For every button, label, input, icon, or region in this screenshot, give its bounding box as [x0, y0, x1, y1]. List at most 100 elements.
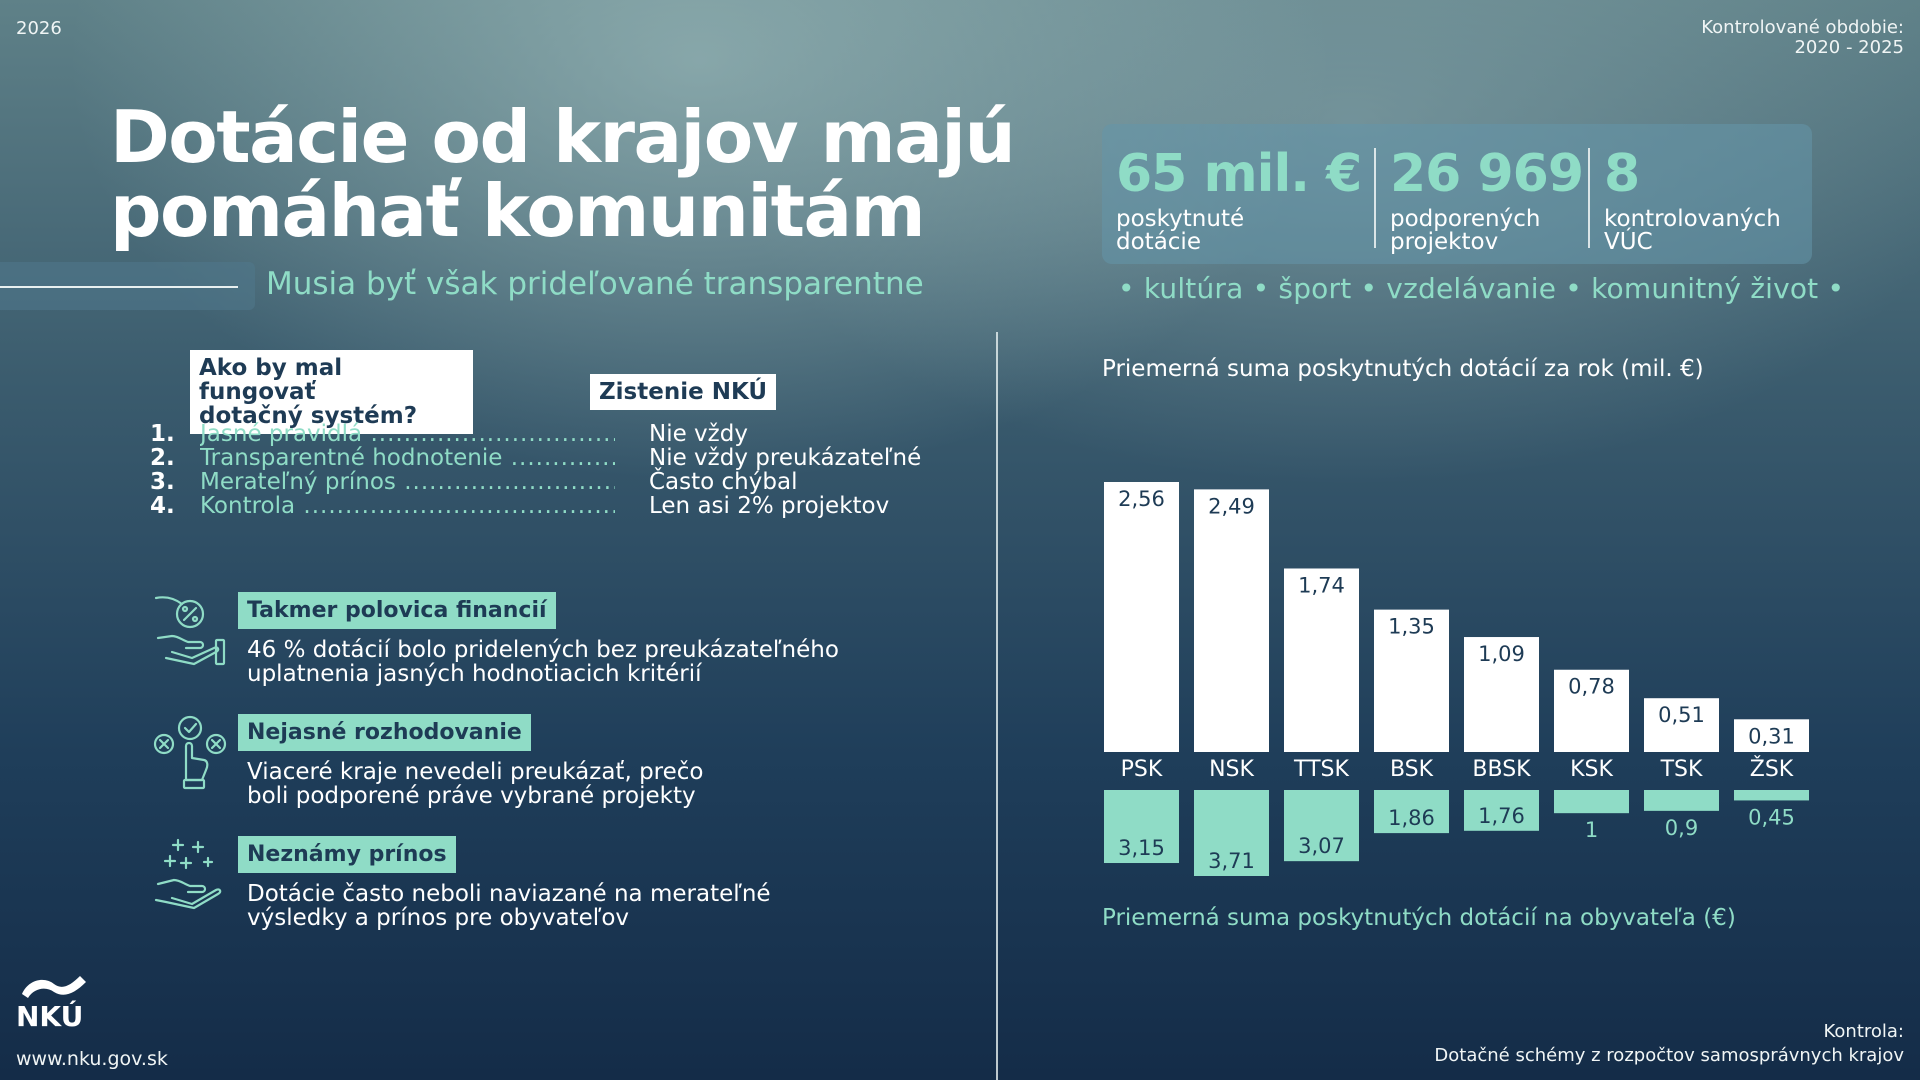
stats-panel: 65 mil. € poskytnuté dotácie 26 969 podp…: [1102, 124, 1812, 264]
data-label-per-capita: 1: [1585, 818, 1598, 842]
topics-list: • kultúra • šport • vzdelávanie • komuni…: [1118, 272, 1845, 305]
rule-text: Transparentné hodnotenie: [200, 446, 615, 470]
control-period: Kontrolované obdobie: 2020 - 2025: [1701, 18, 1904, 58]
category-label: PSK: [1121, 757, 1163, 782]
finding-card: Takmer polovica financií 46 % dotácií bo…: [152, 592, 932, 702]
control-value: Dotačné schémy z rozpočtov samosprávnych…: [1434, 1045, 1904, 1066]
finding-card: Neznámy prínos Dotácie často neboli navi…: [152, 836, 932, 946]
category-label: TTSK: [1293, 757, 1349, 782]
stat-divider: [1588, 148, 1590, 248]
stat-label: poskytnuté dotácie: [1116, 206, 1245, 255]
nku-findings-label: Zistenie NKÚ: [590, 374, 777, 410]
nku-logo: NKÚ: [16, 976, 86, 1030]
data-label-annual: 1,35: [1388, 615, 1435, 639]
rule-text: Merateľný prínos: [200, 470, 615, 494]
list-item: 2. Transparentné hodnotenie Nie vždy pre…: [150, 446, 921, 470]
page-subtitle: Musia byť však prideľované transparentne: [266, 266, 924, 302]
rule-number: 2.: [150, 445, 175, 471]
data-label-annual: 0,78: [1568, 675, 1615, 699]
period-value: 2020 - 2025: [1794, 37, 1904, 58]
year-label: 2026: [16, 18, 62, 39]
section-divider: [996, 332, 998, 1080]
bar-per-capita-bbsk: [1464, 790, 1539, 831]
stat-label: podporených projektov: [1390, 206, 1541, 255]
rule-number: 3.: [150, 469, 175, 495]
hand-percent-icon: [154, 596, 226, 666]
decision-choice-icon: [153, 715, 227, 790]
rule-finding: Často chýbal: [649, 469, 798, 495]
category-label: BSK: [1390, 757, 1434, 782]
stat-regions: 8 kontrolovaných VÚC: [1604, 144, 1781, 254]
finding-heading: Takmer polovica financií: [238, 592, 556, 629]
period-label: Kontrolované obdobie:: [1701, 17, 1904, 38]
data-label-annual: 0,51: [1658, 703, 1705, 727]
stat-label: kontrolovaných VÚC: [1604, 206, 1781, 255]
bar-per-capita-ksk: [1554, 790, 1629, 814]
rule-text: Jasné pravidlá: [200, 422, 615, 446]
data-label-per-capita: 1,76: [1478, 804, 1525, 828]
bar-annual-nsk: [1194, 489, 1269, 752]
data-label-per-capita: 3,07: [1298, 834, 1345, 858]
data-label-per-capita: 0,9: [1665, 816, 1698, 840]
rule-finding: Nie vždy preukázateľné: [649, 445, 922, 471]
bar-per-capita-ttsk: [1284, 790, 1359, 862]
rule-number: 4.: [150, 493, 175, 519]
data-label-annual: 1,74: [1298, 573, 1345, 597]
subtitle-accent-line: [0, 286, 238, 288]
page-title: Dotácie od krajov majú pomáhať komunitám: [110, 95, 1016, 253]
finding-card: Nejasné rozhodovanie Viaceré kraje neved…: [152, 714, 932, 824]
data-label-annual: 2,56: [1118, 487, 1165, 511]
control-label: Kontrola:: [1823, 1021, 1905, 1042]
rule-finding: Nie vždy: [649, 421, 748, 447]
stat-projects: 26 969 podporených projektov: [1390, 144, 1584, 255]
data-label-annual: 1,09: [1478, 642, 1525, 666]
stat-value: 65 mil. €: [1116, 144, 1362, 204]
data-label-per-capita: 3,15: [1118, 836, 1165, 860]
bar-per-capita-bsk: [1374, 790, 1449, 834]
category-label: BBSK: [1472, 757, 1531, 782]
bar-per-capita-tsk: [1644, 790, 1719, 811]
data-label-per-capita: 3,71: [1208, 849, 1255, 873]
category-label: TSK: [1660, 757, 1703, 782]
bar-per-capita-nsk: [1194, 790, 1269, 876]
finding-text: Dotácie často neboli naviazané na merate…: [247, 881, 771, 931]
chart-title: Priemerná suma poskytnutých dotácií za r…: [1102, 356, 1704, 382]
rule-finding: Len asi 2% projektov: [649, 493, 890, 519]
rule-text: Kontrola: [200, 494, 615, 518]
bar-annual-ksk: [1554, 669, 1629, 752]
finding-text: 46 % dotácií bolo pridelených bez preuká…: [247, 637, 839, 687]
category-label: NSK: [1209, 757, 1254, 782]
stat-value: 8: [1604, 144, 1640, 204]
list-item: 1. Jasné pravidlá Nie vždy: [150, 422, 921, 446]
bar-annual-tsk: [1644, 698, 1719, 752]
data-label-per-capita: 1,86: [1388, 806, 1435, 830]
bar-chart: 2,56 PSK 3,15 2,49 NSK 3,71 1,74 TTSK 3,07 1,35 BS…: [1104, 482, 1809, 876]
bar-annual-psk: [1104, 482, 1179, 752]
data-label-annual: 2,49: [1208, 494, 1255, 518]
list-item: 3. Merateľný prínos Často chýbal: [150, 470, 921, 494]
category-label: KSK: [1570, 757, 1613, 782]
bar-per-capita-žsk: [1734, 790, 1809, 801]
stat-divider: [1374, 148, 1376, 248]
rules-list: 1. Jasné pravidlá Nie vždy 2. Transparen…: [150, 422, 921, 518]
finding-heading: Neznámy prínos: [238, 836, 456, 873]
svg-text:NKÚ: NKÚ: [16, 999, 83, 1030]
bar-per-capita-psk: [1104, 790, 1179, 864]
website-link[interactable]: www.nku.gov.sk: [16, 1048, 168, 1070]
bar-annual-bsk: [1374, 609, 1449, 752]
rule-number: 1.: [150, 421, 175, 447]
hand-sparkle-icon: [154, 838, 222, 910]
data-label-annual: 0,31: [1748, 724, 1795, 748]
finding-heading: Nejasné rozhodovanie: [238, 714, 531, 751]
list-item: 4. Kontrola Len asi 2% projektov: [150, 494, 921, 518]
bar-annual-ttsk: [1284, 568, 1359, 752]
category-label: ŽSK: [1750, 756, 1794, 782]
bar-annual-bbsk: [1464, 637, 1539, 752]
stat-value: 26 969: [1390, 144, 1584, 204]
stat-subsidies: 65 mil. € poskytnuté dotácie: [1116, 144, 1362, 255]
bar-annual-žsk: [1734, 719, 1809, 752]
finding-text: Viaceré kraje nevedeli preukázať, prečo …: [247, 759, 704, 809]
control-info: Kontrola: Dotačné schémy z rozpočtov sam…: [1434, 1020, 1904, 1068]
data-label-per-capita: 0,45: [1748, 805, 1795, 829]
chart-subtitle: Priemerná suma poskytnutých dotácií na o…: [1102, 905, 1736, 931]
